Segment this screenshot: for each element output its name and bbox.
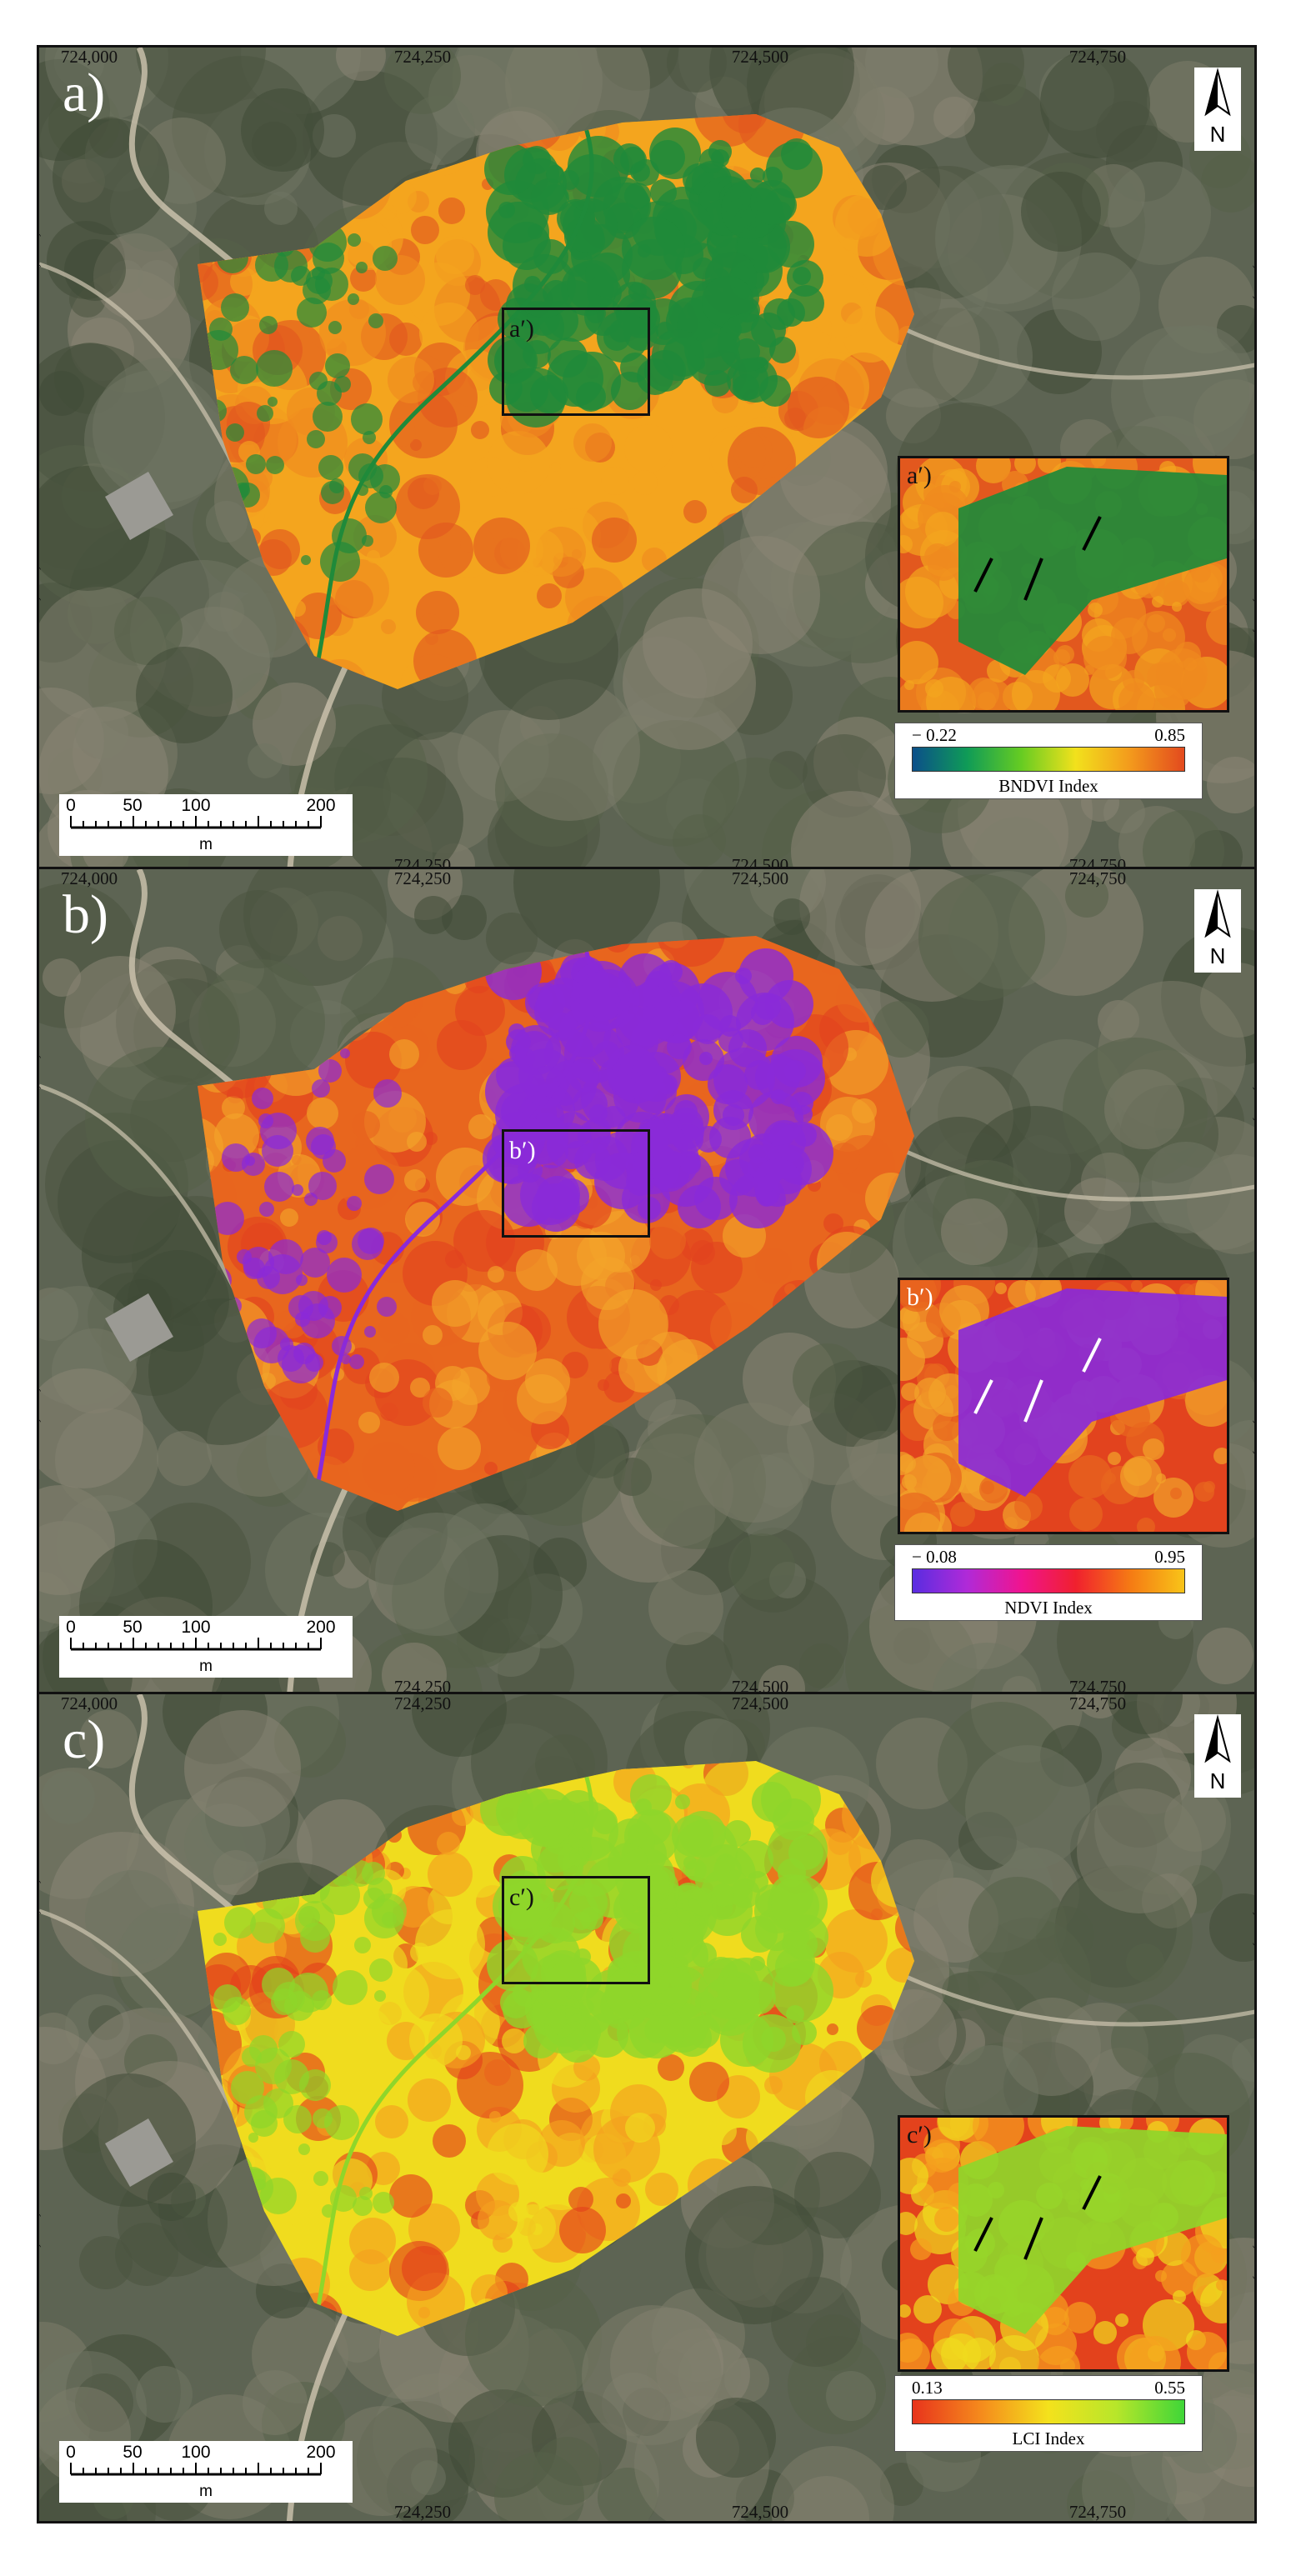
easting-tick-top: 724,250 [393,868,452,888]
easting-tick-top: 724,750 [1068,47,1127,67]
easting-tick-top: 724,750 [1068,1693,1127,1713]
color-legend: − 0.08 0.95 NDVI Index [894,1544,1203,1621]
scale-label: 100 [181,796,211,815]
north-arrow-icon: N [1194,68,1241,151]
north-arrow-icon: N [1194,889,1241,973]
legend-max-value: 0.55 [1154,2378,1185,2398]
easting-tick-top: 724,250 [393,47,452,67]
easting-tick-bottom: 724,500 [731,1677,789,1697]
legend-color-ramp [912,2399,1185,2424]
inset-map: a′) [898,456,1229,713]
north-letter: N [1209,943,1226,968]
zoom-region-box: a′) [502,308,650,416]
northing-tick-right: 4,718,500 [1251,1411,1257,1482]
northing-tick-left: 4,718,500 [37,2186,43,2257]
scale-label: 100 [181,1618,211,1637]
scale-label: 100 [181,2443,211,2462]
scale-unit: m [199,2483,213,2500]
scale-label: 50 [123,2443,143,2462]
northing-tick-right: 4,718,500 [1251,2236,1257,2307]
easting-tick-bottom: 724,250 [393,2502,452,2522]
easting-tick-top: 724,500 [731,1693,789,1713]
scale-label: 200 [306,796,336,815]
scale-label: 200 [306,2443,336,2462]
scale-label: 50 [123,1618,143,1637]
legend-title: BNDVI Index [998,776,1098,796]
color-legend: − 0.22 0.85 BNDVI Index [894,723,1203,799]
legend-title: NDVI Index [1004,1598,1093,1618]
scale-label: 0 [66,1618,76,1637]
zoom-region-label: b′) [509,1137,536,1164]
zoom-region-box: b′) [502,1129,650,1238]
legend-min-value: − 0.08 [912,1547,957,1567]
legend-min-value: 0.13 [912,2378,943,2398]
easting-tick-bottom: 724,750 [1068,2502,1127,2522]
panel-letter: a) [63,63,106,123]
easting-tick-top: 724,500 [731,868,789,888]
easting-tick-bottom: 724,750 [1068,1677,1127,1697]
northing-tick-right: 4,718,750 [1251,256,1257,327]
easting-tick-top: 724,000 [60,868,118,888]
map-panel-b: b) 724,000 724,250 724,500 724,750 724,250 724… [37,867,1257,1698]
northing-tick-left: 4,718,500 [37,539,43,610]
map-panel-a: a) 724,000 724,250 724,500 724,750 724,250 724… [37,45,1257,877]
scale-bar: 0 50 100 200 m [59,2441,353,2503]
zoom-region-label: a′) [509,315,534,343]
scale-label: 200 [306,1618,336,1637]
panel-letter: b) [63,884,108,945]
scale-label: 50 [123,796,143,815]
northing-tick-right: 4,718,750 [1251,1903,1257,1973]
northing-tick-left: 4,718,750 [37,1028,43,1098]
legend-max-value: 0.95 [1154,1547,1185,1567]
legend-title: LCI Index [1012,2428,1085,2448]
map-image [39,48,1254,874]
zoom-region-label: c′) [509,1883,534,1911]
scale-label: 0 [66,796,76,815]
northing-tick-left: 4,718,750 [37,1853,43,1923]
easting-tick-bottom: 724,250 [393,1677,452,1697]
legend-min-value: − 0.22 [912,725,957,745]
easting-tick-top: 724,750 [1068,868,1127,888]
legend-color-ramp [912,747,1185,772]
inset-label: a′) [907,462,932,489]
scale-bar: 0 50 100 200 m [59,1616,353,1678]
legend-max-value: 0.85 [1154,725,1185,745]
scale-unit: m [199,836,213,853]
north-arrow-icon: N [1194,1714,1241,1798]
legend-color-ramp [912,1568,1185,1593]
easting-tick-top: 724,500 [731,47,789,67]
scale-unit: m [199,1658,213,1675]
scale-bar: 0 50 100 200 m [59,794,353,856]
easting-tick-top: 724,250 [393,1693,452,1713]
north-letter: N [1209,122,1226,147]
scale-label: 0 [66,2443,76,2462]
easting-tick-top: 724,000 [60,47,118,67]
inset-map: c′) [898,2115,1229,2372]
northing-tick-right: 4,718,750 [1251,1078,1257,1148]
northing-tick-left: 4,718,750 [37,206,43,277]
inset-map: b′) [898,1278,1229,1534]
northing-tick-right: 4,718,500 [1251,589,1257,660]
inset-label: c′) [907,2121,932,2148]
color-legend: 0.13 0.55 LCI Index [894,2375,1203,2452]
northing-tick-left: 4,718,500 [37,1361,43,1432]
easting-tick-top: 724,000 [60,1693,118,1713]
inset-label: b′) [907,1283,933,1311]
panel-letter: c) [63,1709,106,1770]
easting-tick-bottom: 724,500 [731,2502,789,2522]
north-letter: N [1209,1768,1226,1793]
map-panel-c: c) 724,000 724,250 724,500 724,750 724,250 724… [37,1692,1257,2523]
zoom-region-box: c′) [502,1876,650,1984]
